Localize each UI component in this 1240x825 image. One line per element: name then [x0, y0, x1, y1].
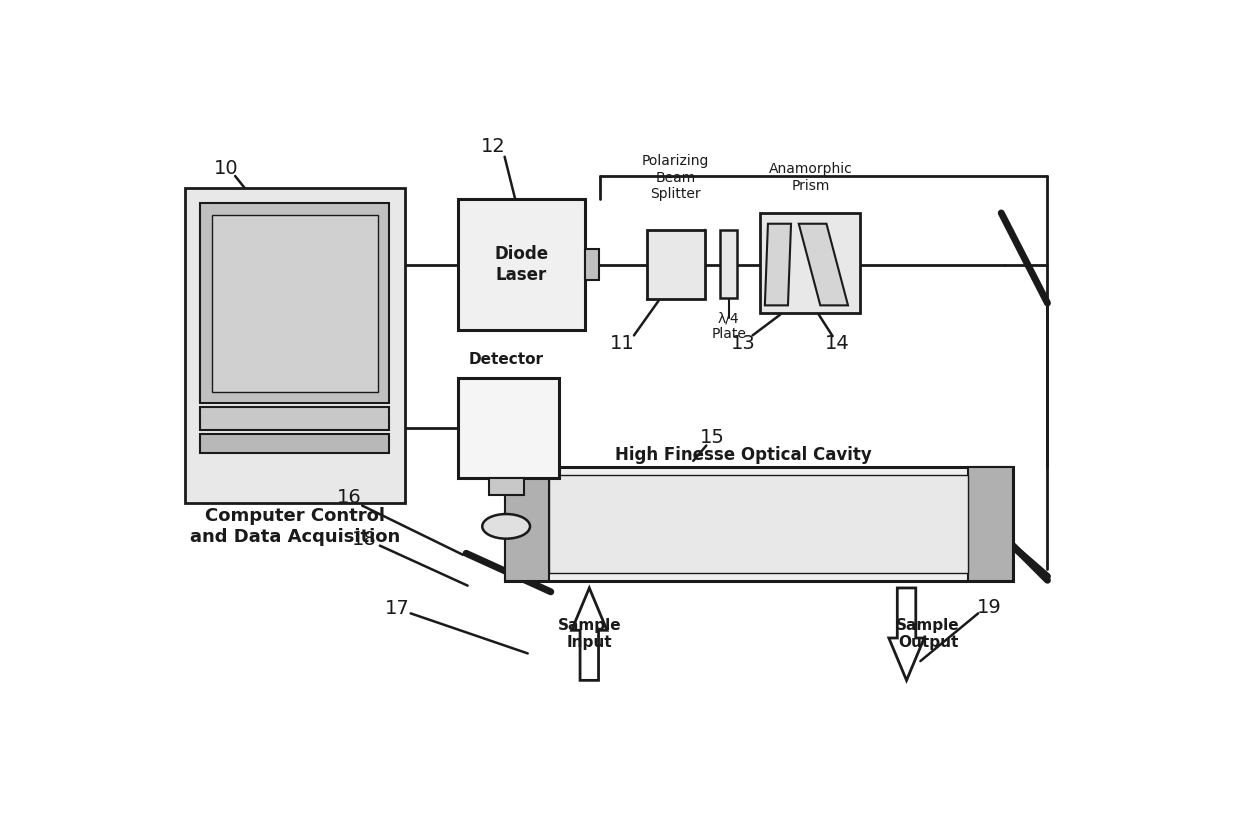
Text: 10: 10 [213, 158, 238, 178]
Text: Detector: Detector [469, 352, 543, 367]
Bar [585, 249, 599, 280]
Bar [201, 203, 389, 403]
Bar [505, 467, 549, 581]
Text: 17: 17 [384, 599, 409, 618]
Text: 13: 13 [730, 334, 755, 353]
Bar [185, 187, 404, 503]
Text: Anamorphic
Prism: Anamorphic Prism [769, 163, 853, 193]
Bar [760, 213, 861, 313]
Bar [647, 230, 704, 299]
Text: 15: 15 [701, 428, 725, 447]
Text: High Finesse Optical Cavity: High Finesse Optical Cavity [615, 446, 872, 464]
Bar [490, 478, 523, 495]
Text: Sample
Input: Sample Input [558, 618, 621, 650]
Bar [459, 199, 585, 330]
Bar [201, 434, 389, 453]
Bar [505, 467, 1013, 581]
Text: 14: 14 [825, 334, 849, 353]
Text: 12: 12 [481, 137, 506, 156]
Bar [459, 378, 558, 478]
Polygon shape [765, 224, 791, 305]
FancyArrow shape [889, 588, 924, 681]
Text: Sample
Output: Sample Output [897, 618, 960, 650]
Text: Polarizing
Beam
Splitter: Polarizing Beam Splitter [642, 154, 709, 200]
Bar [201, 407, 389, 430]
FancyArrow shape [572, 588, 608, 681]
Bar [549, 474, 968, 573]
Text: λ/4
Plate: λ/4 Plate [712, 311, 746, 342]
Text: Diode
Laser: Diode Laser [495, 245, 548, 284]
Bar [212, 214, 377, 392]
Bar [720, 230, 737, 298]
Text: 11: 11 [610, 334, 635, 353]
Text: 18: 18 [352, 530, 377, 549]
Text: 19: 19 [977, 597, 1002, 617]
Text: Computer Control
and Data Acquisition: Computer Control and Data Acquisition [190, 507, 401, 546]
Bar [968, 467, 1013, 581]
Text: 16: 16 [337, 488, 361, 507]
Polygon shape [799, 224, 848, 305]
Ellipse shape [482, 514, 529, 539]
